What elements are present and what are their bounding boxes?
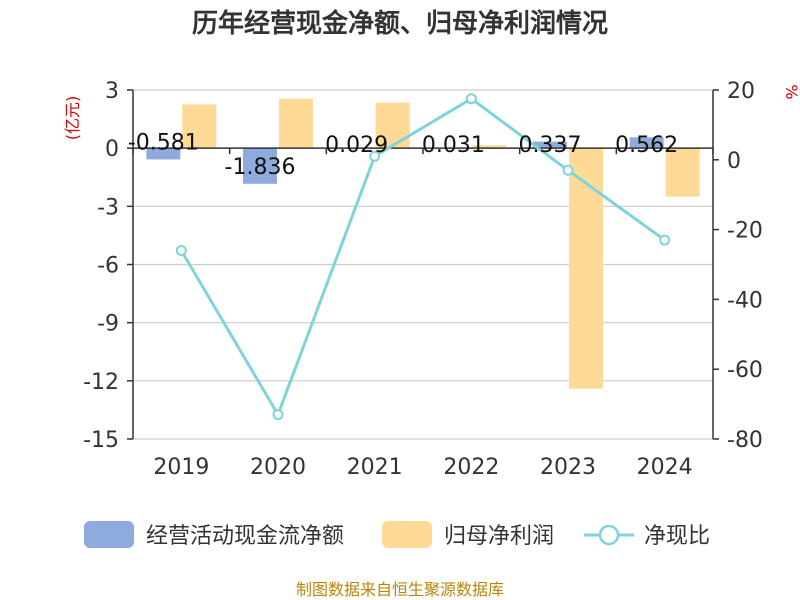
data-labels: -0.581 -1.836 0.029 0.031 0.337 0.562 xyxy=(128,130,678,179)
cash-bar-2019 xyxy=(146,148,181,160)
right-tick-label: -80 xyxy=(727,428,763,453)
legend-swatch-profit xyxy=(382,521,432,548)
x-tick-label: 2019 xyxy=(153,455,209,480)
x-tick-label: 2023 xyxy=(540,455,596,480)
cash-bar-2024 xyxy=(629,137,664,149)
right-tick-label: -40 xyxy=(727,288,763,313)
profit-bar-2022 xyxy=(472,145,507,149)
cash-value-label-2021: 0.029 xyxy=(325,133,388,158)
legend-label-cash: 经营活动现金流净额 xyxy=(146,524,344,549)
right-tick-label: 20 xyxy=(727,79,755,104)
ratio-point-2024 xyxy=(659,234,671,246)
legend-swatch-ratio-marker xyxy=(598,524,620,546)
profit-bar-2019 xyxy=(182,104,217,149)
ratio-point-2021 xyxy=(369,150,381,162)
ratio-point-2022 xyxy=(465,93,477,105)
profit-bar-2024 xyxy=(665,148,700,197)
ratio-point-2019 xyxy=(175,245,187,257)
cash-value-label-2024: 0.562 xyxy=(615,133,678,158)
left-tick-label: 0 xyxy=(105,137,119,162)
left-tick-label: 3 xyxy=(105,79,119,104)
data-source-note: 制图数据来自恒生聚源数据库 xyxy=(296,580,504,599)
cash-value-label-2020: -1.836 xyxy=(225,155,296,180)
cash-value-label-2023: 0.337 xyxy=(519,133,582,158)
ratio-line-path xyxy=(180,97,666,417)
ratio-point-2023 xyxy=(562,164,574,176)
left-tick-label: -15 xyxy=(83,428,119,453)
right-tick-label: -20 xyxy=(727,219,763,244)
legend: 经营活动现金流净额 归母净利润 净现比 xyxy=(84,521,710,549)
legend-label-ratio: 净现比 xyxy=(644,524,710,549)
left-tick-label: -9 xyxy=(97,312,119,337)
x-tick-label: 2024 xyxy=(637,455,693,480)
profit-bars xyxy=(182,98,700,389)
right-tick-label: 0 xyxy=(727,149,741,174)
profit-bar-2023 xyxy=(569,148,603,389)
ratio-line xyxy=(175,93,671,421)
legend-swatch-cash xyxy=(84,521,134,548)
axes: 3 0 -3 -6 -9 -12 -15 20 0 -20 -40 -60 -80 2019 2020 202… xyxy=(83,79,763,480)
chart-title: 历年经营现金净额、归母净利润情况 xyxy=(192,8,608,39)
cash-value-label-2022: 0.031 xyxy=(422,133,485,158)
left-axis-label: (亿元) xyxy=(63,96,82,141)
x-tick-label: 2020 xyxy=(250,455,306,480)
left-tick-label: -3 xyxy=(97,195,119,220)
right-tick-label: -60 xyxy=(727,358,763,383)
left-tick-label: -12 xyxy=(83,370,119,395)
legend-label-profit: 归母净利润 xyxy=(444,524,554,549)
cash-bar-2023 xyxy=(533,141,567,149)
cash-bar-2020 xyxy=(243,148,277,184)
left-tick-label: -6 xyxy=(97,254,119,279)
x-tick-label: 2021 xyxy=(347,455,403,480)
ratio-point-2020 xyxy=(272,409,284,421)
x-tick-label: 2022 xyxy=(443,455,499,480)
right-axis-label: % xyxy=(782,84,800,99)
cash-value-label-2019: -0.581 xyxy=(128,130,199,155)
profit-bar-2020 xyxy=(279,98,313,149)
